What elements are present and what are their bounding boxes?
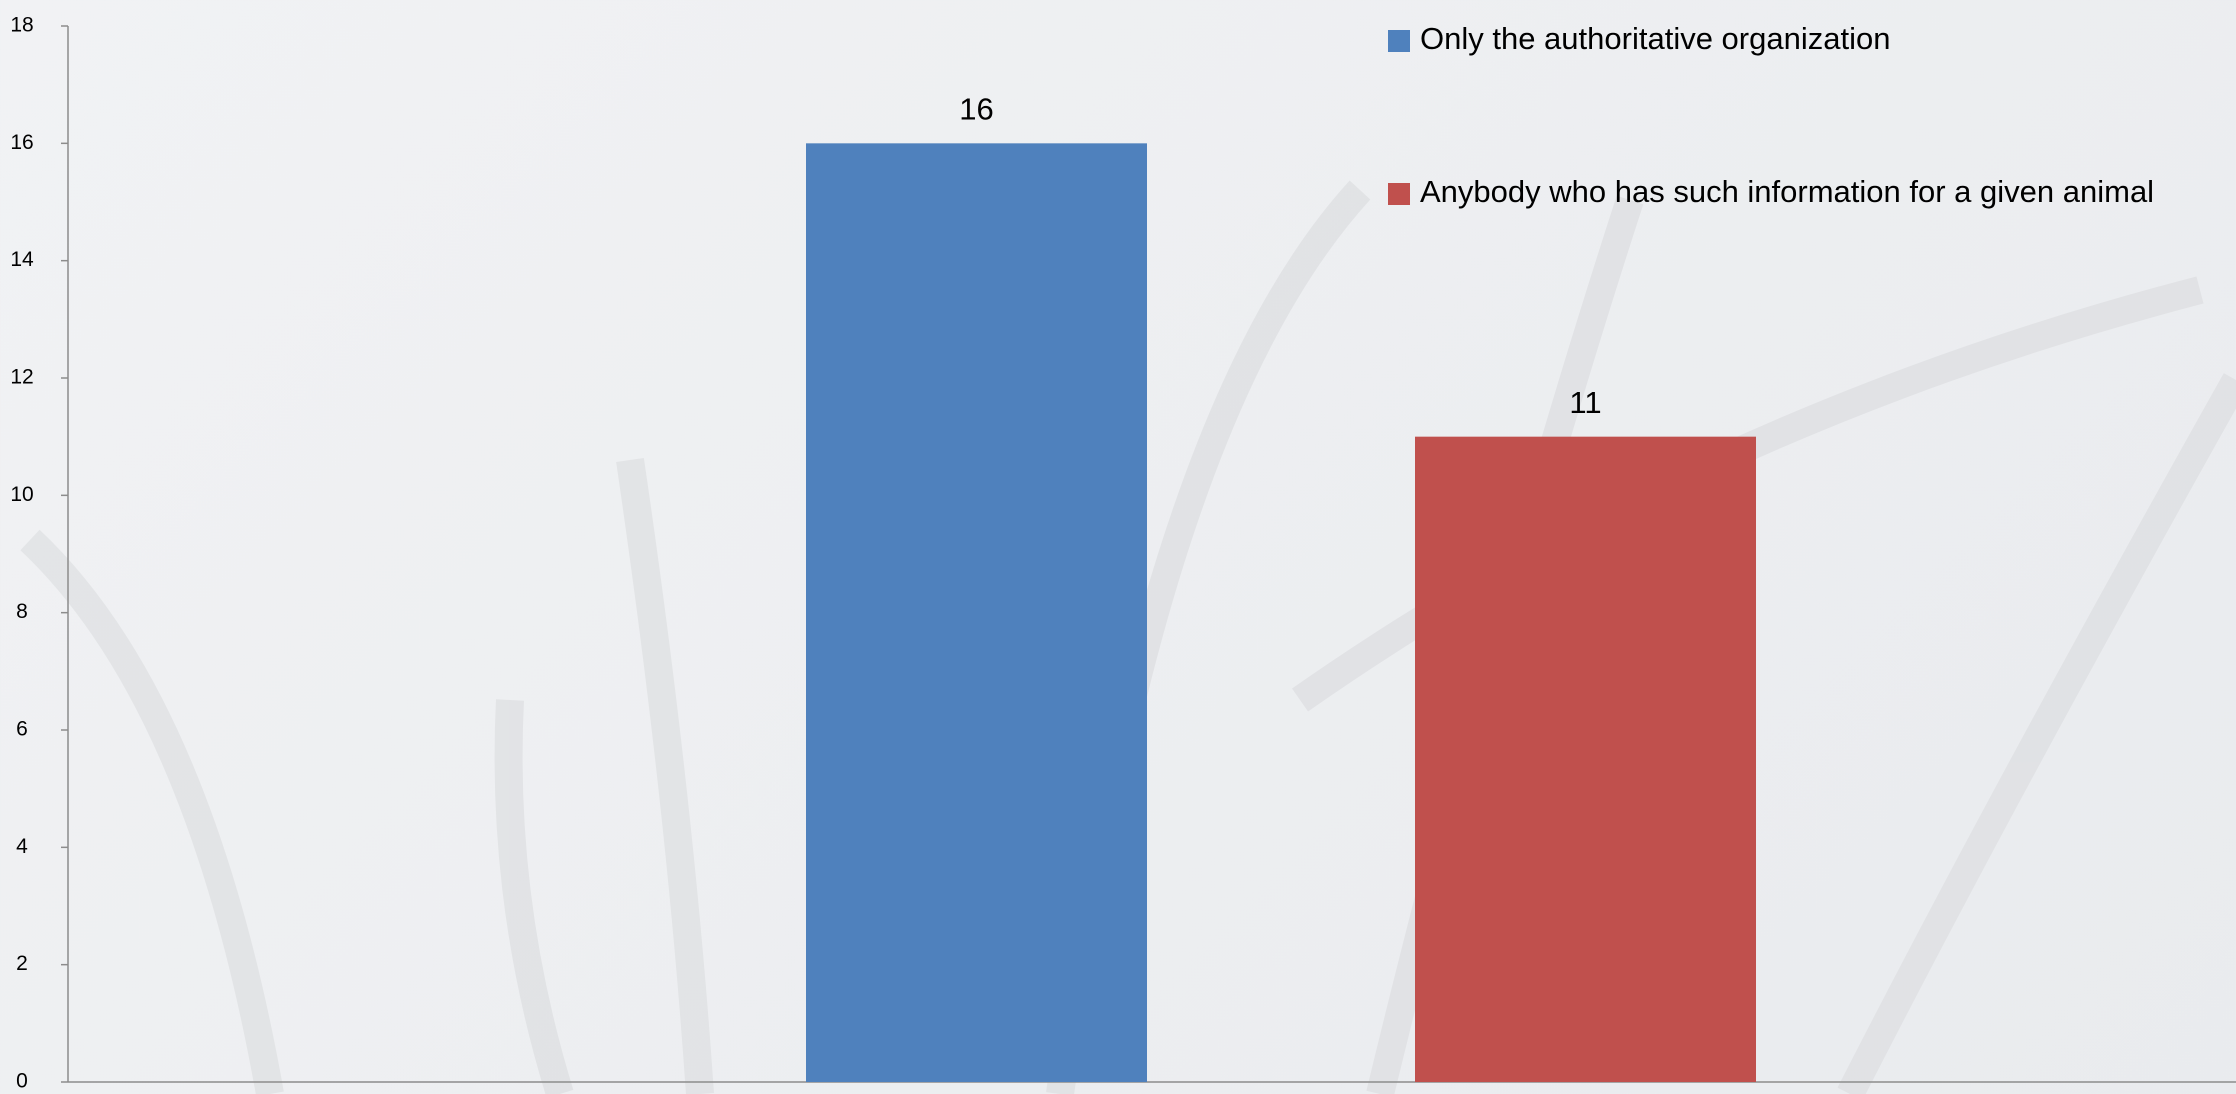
y-tick-label: 16 xyxy=(10,131,33,154)
grass-blade xyxy=(616,457,714,1094)
data-label: 11 xyxy=(1569,385,1601,420)
y-tick-label: 18 xyxy=(10,14,33,37)
y-tick-label: 6 xyxy=(16,718,28,741)
legend-swatch xyxy=(1388,30,1410,52)
bar xyxy=(806,143,1147,1083)
data-label: 16 xyxy=(959,92,993,127)
grass-blade xyxy=(1837,373,2236,1094)
legend-label: Anybody who has such information for a g… xyxy=(1420,174,2154,209)
bar xyxy=(1415,436,1756,1083)
y-tick-label: 8 xyxy=(16,600,28,623)
y-tick-label: 0 xyxy=(16,1070,28,1093)
y-tick-label: 14 xyxy=(10,248,34,271)
y-tick-label: 12 xyxy=(10,366,33,389)
grass-blade xyxy=(20,529,284,1094)
y-tick-label: 4 xyxy=(16,835,28,858)
legend-swatch xyxy=(1388,183,1410,205)
y-tick-label: 2 xyxy=(16,952,28,975)
legend-label: Only the authoritative organization xyxy=(1420,21,1890,56)
y-tick-label: 10 xyxy=(10,483,33,506)
grass-blade xyxy=(494,699,574,1094)
